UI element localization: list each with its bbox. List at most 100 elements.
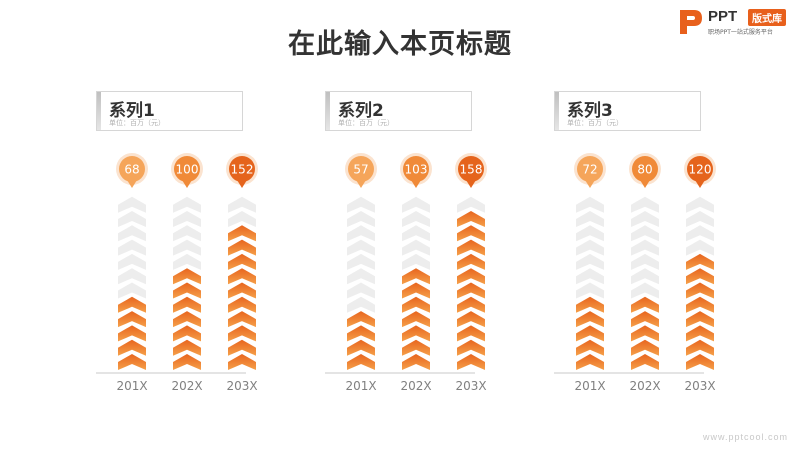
bar-chevron-filled [457,253,485,270]
x-tick-label: 203X [455,379,486,393]
bar-chevron-filled [347,311,375,328]
data-label: 158 [460,163,483,177]
bar-chevron-empty [228,211,256,227]
bar-chevron-empty [347,239,375,256]
bar-chevron-empty [173,225,201,242]
chart-plot: 72 201X 80 202X 120 203X [554,153,716,393]
bar-chevron-empty [347,296,375,313]
chart-unit: 单位：百万（元） [567,119,623,127]
bar-chevron-filled [402,311,430,328]
bar-chevron-empty [686,196,714,213]
bar-chevron-filled [686,296,714,313]
header-accent [555,92,559,130]
bar-chevron-filled [402,354,430,370]
bar-chevron-filled [457,296,485,313]
bar-chevron-filled [402,282,430,299]
chart-header: 系列2 单位：百万（元） [325,91,472,131]
bar-chevron-empty [173,196,201,213]
bar-chevron-empty [631,282,659,299]
bar-chevron-empty [576,225,604,242]
bar-chevron-filled [686,354,714,370]
bar-chevron-filled [402,339,430,356]
data-label: 72 [582,163,597,177]
data-label: 57 [353,163,368,177]
bar-chevron-filled [118,325,146,342]
bar-chevron-empty [118,239,146,256]
page-title: 在此输入本页标题 [288,29,512,60]
bar-chevron-filled [457,339,485,356]
bar-chevron-filled [228,339,256,356]
value-bubble [174,156,200,182]
value-bubble [348,156,374,182]
bar-chevron-filled [173,325,201,342]
x-tick-label: 201X [116,379,147,393]
bar-chevron-filled [686,311,714,328]
bar-chevron-filled [631,296,659,313]
bar-chevron-filled [576,325,604,342]
data-label: 152 [231,163,254,177]
bar-chevron-filled [228,268,256,285]
bar-chevron-filled [576,354,604,370]
bar-chevron-filled [228,225,256,242]
value-bubble-pointer [356,180,366,188]
bar-chevron-empty [347,268,375,285]
bar-chevron-empty [402,196,430,213]
chart-header: 系列3 单位：百万（元） [554,91,701,131]
chart-unit: 单位：百万（元） [338,119,394,127]
value-bubble [458,156,484,182]
bar-chevron-filled [457,354,485,370]
data-label: 120 [689,163,712,177]
bar-chevron-empty [631,196,659,213]
value-bubble [687,156,713,182]
bar-chevron-empty [347,196,375,213]
chart-panel-2: 系列2 单位：百万（元） 57 201X 103 202X 158 203X [325,91,487,393]
bar-chevron-empty [576,211,604,227]
bar-chevron-filled [576,296,604,313]
chart-unit: 单位：百万（元） [109,119,165,127]
bar-chevron-filled [402,296,430,313]
bar-chevron-empty [402,253,430,270]
bar-chevron-filled [686,282,714,299]
chart-title: 系列2 [338,101,384,121]
bar-chevron-empty [347,225,375,242]
logo-subtitle: 职场PPT一站式服务平台 [708,29,773,36]
bar-chevron-empty [686,225,714,242]
bar-chevron-empty [576,253,604,270]
bar-chevron-filled [686,325,714,342]
bar-chevron-empty [686,211,714,227]
value-bubble [403,156,429,182]
bar-chevron-filled [173,282,201,299]
value-bubble-pointer [182,180,192,188]
x-tick-label: 203X [684,379,715,393]
x-tick-label: 202X [400,379,431,393]
value-bubble-pointer [695,180,705,188]
bar-chevron-empty [118,253,146,270]
header-accent [326,92,330,130]
x-tick-label: 201X [345,379,376,393]
brand-logo: PPT 版式库 职场PPT一站式服务平台 [678,6,796,40]
bar-chevron-filled [631,354,659,370]
x-tick-label: 203X [226,379,257,393]
bar-chevron-filled [173,268,201,285]
bar-chevron-filled [576,311,604,328]
bar-chevron-empty [402,239,430,256]
value-bubble-pointer [466,180,476,188]
bar-chevron-filled [686,253,714,270]
bar-chevron-filled [228,239,256,256]
value-bubble-pointer [640,180,650,188]
chart-plot: 68 201X 100 202X 152 203X [96,153,258,393]
bar-chevron-empty [173,253,201,270]
bar-chevron-empty [347,282,375,299]
bar-chevron-filled [686,339,714,356]
bar-chevron-empty [631,239,659,256]
logo-tag: 版式库 [748,9,786,26]
bar-chevron-filled [457,268,485,285]
value-bubble [229,156,255,182]
value-bubble-pointer [411,180,421,188]
chart-panel-3: 系列3 单位：百万（元） 72 201X 80 202X 120 203X [554,91,716,393]
logo-brand: PPT [708,8,738,25]
x-tick-label: 201X [574,379,605,393]
bar-chevron-filled [347,354,375,370]
bar-chevron-empty [173,211,201,227]
data-label: 103 [405,163,428,177]
